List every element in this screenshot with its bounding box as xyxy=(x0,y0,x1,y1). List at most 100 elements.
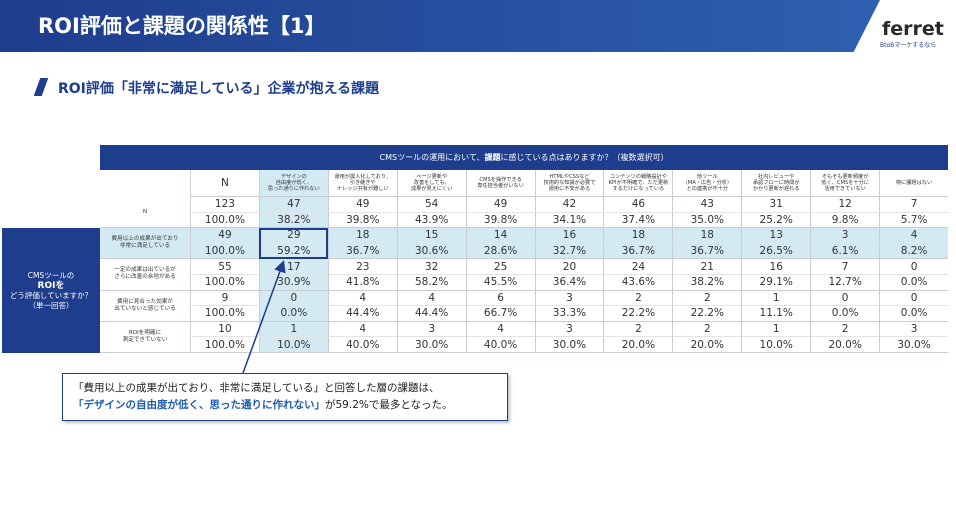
percent-cell: 41.8% xyxy=(327,275,397,291)
percent-cell: 43.9% xyxy=(396,212,466,229)
callout-text: が59.2%で最多となった。 xyxy=(325,399,453,411)
column-header-text: （MA・広告・分析） xyxy=(682,180,733,186)
column-header: HTMLやCSSなど 技術的な知識が必要で 運用に不安がある xyxy=(534,170,604,197)
count-cell: 6 xyxy=(465,290,535,307)
column-header-text: 改善をしても、 xyxy=(413,180,450,186)
percent-cell: 33.3% xyxy=(534,306,604,322)
column-header: コンテンツの戦略設計や KPIが不明確で、ただ更新 するだけになっている xyxy=(603,170,673,197)
percent-cell: 36.7% xyxy=(603,243,673,260)
percent-cell: 25.2% xyxy=(741,212,811,229)
count-cell: 2 xyxy=(810,321,880,338)
count-cell: 18 xyxy=(327,228,397,244)
percent-cell: 0.0% xyxy=(879,275,948,291)
percent-cell: 30.0% xyxy=(879,337,948,353)
count-cell: 14 xyxy=(465,228,535,244)
percent-cell: 0.0% xyxy=(879,306,948,322)
column-header-text: ページ更新や xyxy=(416,174,448,180)
count-cell: 3 xyxy=(534,290,604,307)
callout-line: 「デザインの自由度が低く、思った通りに作れない」が59.2%で最多となった。 xyxy=(73,397,497,414)
count-cell: 3 xyxy=(396,321,466,338)
logo: ferret xyxy=(882,18,944,40)
count-cell: 4 xyxy=(396,290,466,307)
column-header: ページ更新や 改善をしても、 成果が見えにくい xyxy=(396,170,466,197)
row-label-text: ROIを明確に xyxy=(128,329,162,336)
column-header-text: 特に課題はない xyxy=(895,180,933,186)
logo-tagline: BtoBマーケするなら xyxy=(880,42,937,49)
percent-cell: 37.4% xyxy=(603,212,673,229)
column-header-text: 低く、CMSを十分に xyxy=(821,180,869,186)
percent-cell: 29.1% xyxy=(741,275,811,291)
percent-cell: 44.4% xyxy=(327,306,397,322)
count-cell: 1 xyxy=(741,321,811,338)
count-cell: 3 xyxy=(534,321,604,338)
column-header-text: するだけになっている xyxy=(612,186,665,192)
column-header-text: 社内レビューや xyxy=(758,174,795,180)
question-text: 課題 xyxy=(484,153,501,162)
callout-arrow xyxy=(242,260,286,374)
callout-line: 「費用以上の成果が出ており、非常に満足している」と回答した層の課題は、 xyxy=(73,382,440,394)
percent-cell: 36.4% xyxy=(534,275,604,291)
question-text: CMSツールの運用において、 xyxy=(379,153,485,162)
count-cell: 9 xyxy=(190,290,259,307)
percent-cell: 10.0% xyxy=(258,337,328,353)
row-label: ROIを明確に 測定できていない xyxy=(100,321,190,353)
count-cell: 25 xyxy=(465,259,535,275)
percent-cell: 26.5% xyxy=(741,243,811,260)
column-header: そもそも更新頻度が 低く、CMSを十分に 活用できていない xyxy=(810,170,880,197)
count-cell: 2 xyxy=(672,290,742,307)
question-header: CMSツールの運用において、 課題 に感じている点はありますか？（複数選択可） xyxy=(100,145,948,170)
count-cell: 54 xyxy=(396,197,466,213)
respondent-label: CMSツールの ROIを どう評価していますか？ （単一回答） xyxy=(2,228,100,353)
count-cell: 47 xyxy=(258,197,328,213)
percent-cell: 28.6% xyxy=(465,243,535,260)
row-label: 一定の成果は出ているが さらに改善の余地がある xyxy=(100,259,190,291)
column-header-text: N xyxy=(221,177,229,189)
count-cell: 10 xyxy=(190,321,259,338)
count-cell: 18 xyxy=(603,228,673,244)
callout-emphasis: 「デザインの自由度が低く、思った通りに作れない」 xyxy=(73,399,325,411)
count-cell: 4 xyxy=(327,290,397,307)
count-cell: 43 xyxy=(672,197,742,213)
row-label: 費用に見合った効果が 出ていないと感じている xyxy=(100,290,190,322)
percent-cell: 11.1% xyxy=(741,306,811,322)
row-label-text: 出ていないと感じている xyxy=(114,305,176,312)
percent-cell: 0.0% xyxy=(258,306,328,322)
count-cell: 3 xyxy=(879,321,948,338)
percent-cell: 66.7% xyxy=(465,306,535,322)
subtitle: ROI評価「非常に満足している」企業が抱える課題 xyxy=(58,81,380,97)
count-cell: 18 xyxy=(672,228,742,244)
percent-cell: 44.4% xyxy=(396,306,466,322)
column-header-text: 他ツール xyxy=(696,174,718,180)
column-header-text: そもそも更新頻度が xyxy=(821,174,869,180)
count-cell: 31 xyxy=(741,197,811,213)
respondent-text: CMSツールの xyxy=(27,270,75,280)
count-cell: 2 xyxy=(603,290,673,307)
column-header-text: 引き継ぎや xyxy=(349,180,376,186)
column-header: 社内レビューや 承認フローに時間が かかり更新が遅れる xyxy=(741,170,811,197)
percent-cell: 9.8% xyxy=(810,212,880,229)
column-header-text: HTMLやCSSなど xyxy=(549,174,590,180)
column-header-text: 技術的な知識が必要で xyxy=(543,180,596,186)
percent-cell: 10.0% xyxy=(741,337,811,353)
count-cell: 0 xyxy=(879,259,948,275)
row-label-text: 測定できていない xyxy=(122,336,168,343)
column-header: 運用が属人化しており、 引き継ぎや ナレッジ共有が難しい xyxy=(327,170,397,197)
count-cell: 12 xyxy=(810,197,880,213)
column-header: CMSを操作できる 専任担当者がいない xyxy=(465,170,535,197)
percent-cell: 39.8% xyxy=(465,212,535,229)
column-header-text: 専任担当者がいない xyxy=(477,183,524,189)
percent-cell: 100.0% xyxy=(190,243,259,260)
percent-cell: 35.0% xyxy=(672,212,742,229)
count-cell: 16 xyxy=(741,259,811,275)
column-header-text: との連携が不十分 xyxy=(686,186,729,192)
percent-cell: 30.0% xyxy=(534,337,604,353)
count-cell: 55 xyxy=(190,259,259,275)
count-cell: 4 xyxy=(327,321,397,338)
percent-cell: 40.0% xyxy=(465,337,535,353)
percent-cell: 100.0% xyxy=(190,212,259,229)
row-label: 費用以上の成果が出ており 非常に満足している xyxy=(100,228,190,260)
column-header-text: KPIが不明確で、ただ更新 xyxy=(608,180,669,186)
percent-cell: 8.2% xyxy=(879,243,948,260)
percent-cell: 32.7% xyxy=(534,243,604,260)
